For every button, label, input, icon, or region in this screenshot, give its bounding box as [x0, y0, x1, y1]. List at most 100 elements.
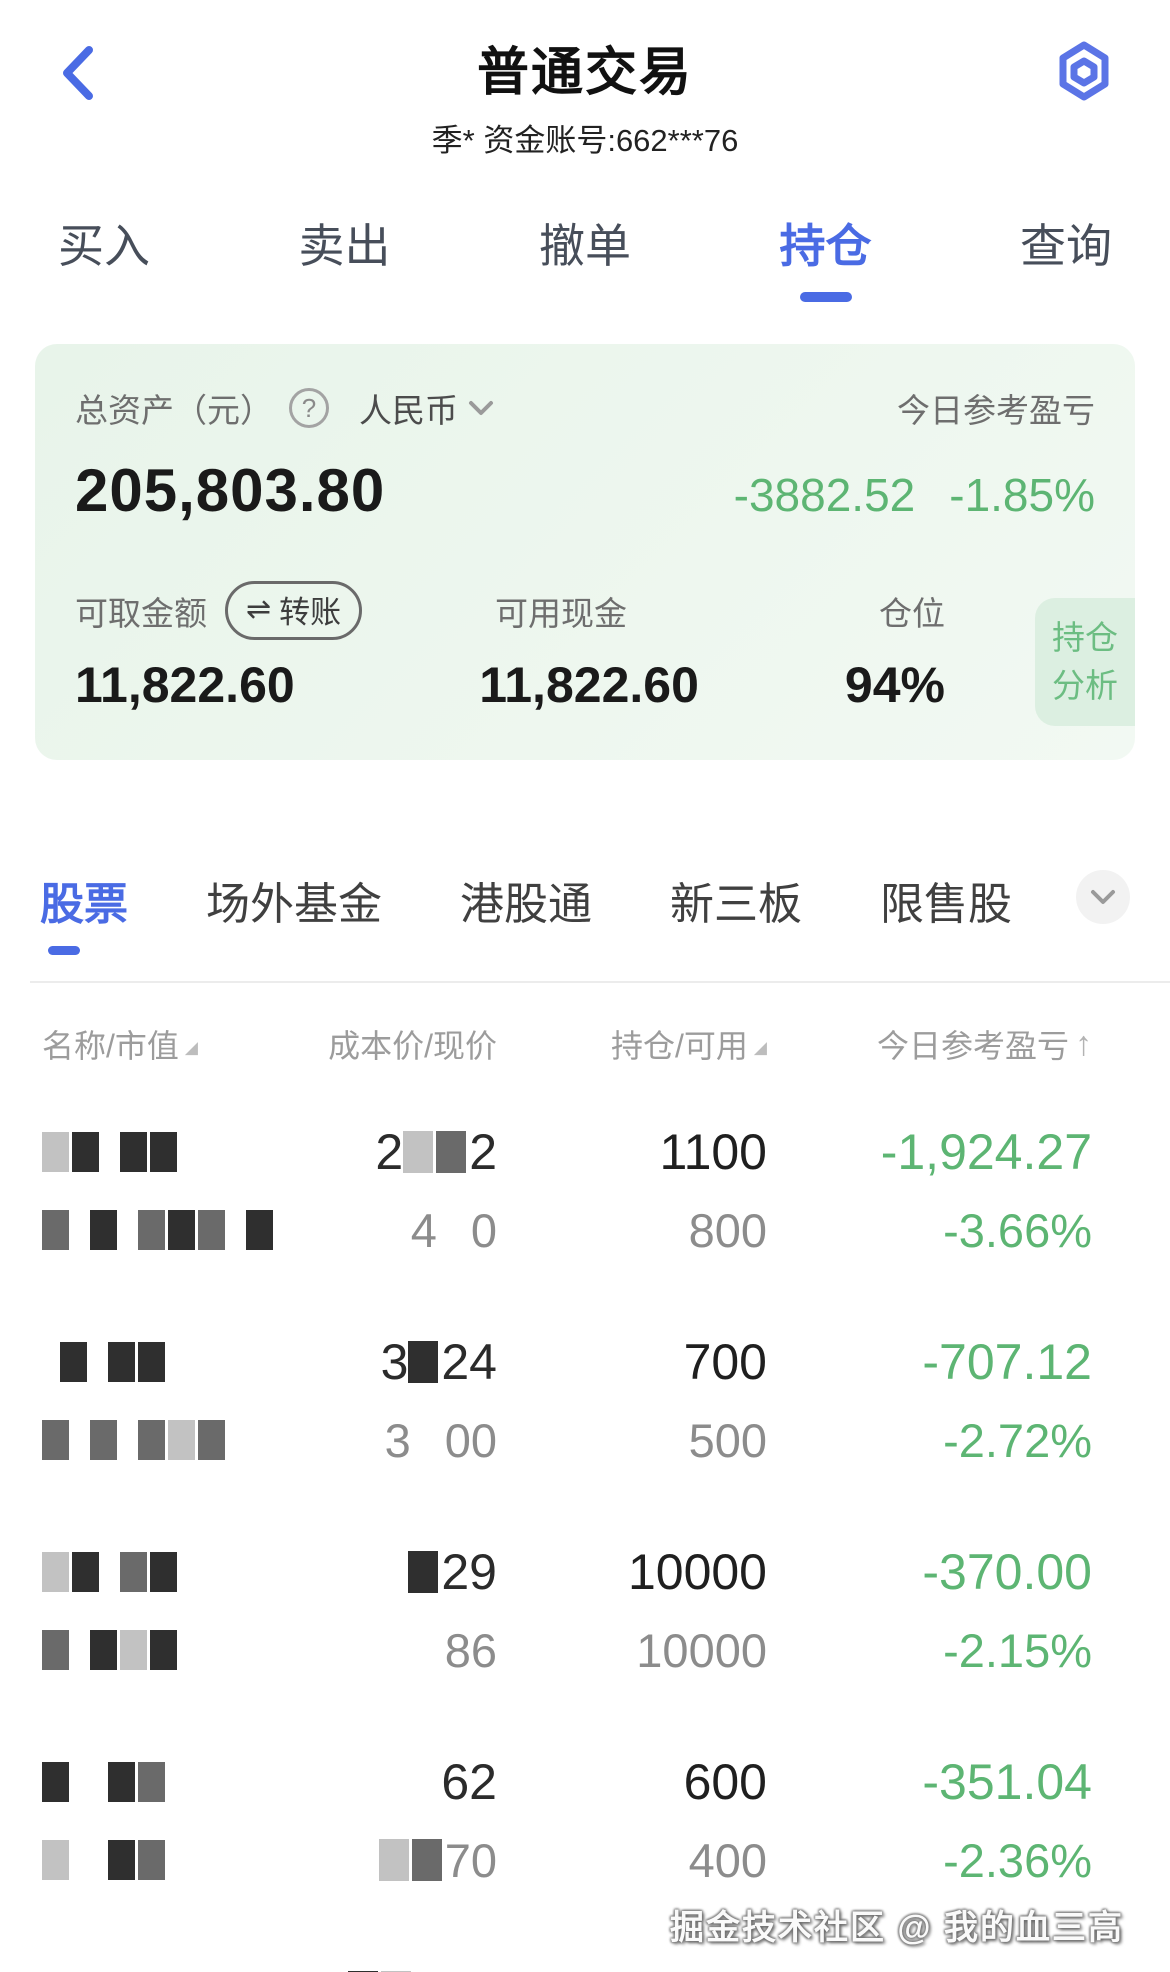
- main-tab-label: 撤单: [539, 220, 631, 272]
- redacted-mosaic: [42, 1840, 168, 1880]
- stock-name-cell: [42, 1963, 322, 1972]
- help-icon[interactable]: ?: [289, 388, 329, 428]
- position-available-cell: 600600: [497, 1963, 767, 1972]
- pnl-percent: -2.36%: [943, 1833, 1092, 1887]
- currency-selector[interactable]: 人民币: [359, 384, 494, 432]
- divider: [30, 981, 1170, 983]
- cost-price-cell: 3 24 3 00: [322, 1333, 497, 1515]
- redacted-mosaic: [42, 1132, 180, 1172]
- category-tab-label: 场外基金: [206, 880, 382, 929]
- active-category-underline: [678, 946, 710, 955]
- position-available-cell: 700 500: [497, 1333, 767, 1515]
- main-tab-1[interactable]: 卖出: [299, 210, 391, 302]
- holdings-list: 2 2 4 0 1100 800 -1,924.27 -3.66% 3 24 3 00 700 500 -7…: [0, 1095, 1170, 1972]
- main-tab-label: 持仓: [779, 220, 872, 272]
- withdrawable-value: 11,822.60: [75, 657, 295, 713]
- withdrawable-label: 可取金额: [75, 594, 207, 632]
- transfer-label: 转账: [279, 595, 342, 630]
- pnl-cell: -707.12 -2.72%: [767, 1333, 1092, 1515]
- main-tabs: 买入 卖出 撤单 持仓 查询: [0, 210, 1170, 302]
- sort-icon: ◢: [184, 1038, 198, 1057]
- column-header-1[interactable]: 成本价/现价: [322, 1021, 497, 1067]
- main-tab-3[interactable]: 持仓: [780, 210, 872, 302]
- cost-value-fragment: 29: [441, 1544, 497, 1600]
- category-tab-4[interactable]: 限售股: [880, 868, 1012, 955]
- active-tab-underline: [78, 292, 130, 302]
- more-categories-button[interactable]: [1076, 870, 1130, 924]
- redacted-mosaic: [378, 1839, 445, 1881]
- pnl-cell: -351.04 -2.36%: [767, 1753, 1092, 1935]
- cost-value-fragment: 24: [441, 1334, 497, 1390]
- watermark: 掘金技术社区 @ 我的血三高: [669, 1909, 1124, 1947]
- stock-name-cell: [42, 1543, 322, 1725]
- table-row[interactable]: 2 2 4 0 1100 800 -1,924.27 -3.66%: [0, 1095, 1170, 1305]
- transfer-icon: ⇌: [246, 593, 272, 626]
- category-tab-label: 股票: [40, 880, 128, 929]
- redacted-mosaic: [42, 1342, 168, 1382]
- category-tab-1[interactable]: 场外基金: [206, 868, 382, 955]
- category-tab-label: 港股通: [460, 880, 592, 929]
- account-subtitle: 季* 资金账号:662***76: [431, 123, 739, 158]
- cost-value-fragment: 70: [444, 1833, 497, 1887]
- back-icon[interactable]: [55, 42, 99, 104]
- settings-icon[interactable]: [1056, 40, 1112, 102]
- total-assets-label: 总资产（元）: [75, 392, 273, 429]
- column-header-label: 名称/市值: [42, 1028, 179, 1064]
- position-value: 94%: [844, 657, 945, 713]
- position-available-cell: 10000 10000: [497, 1543, 767, 1725]
- currency-label: 人民币: [359, 392, 458, 429]
- pnl-percent: -2.72%: [943, 1413, 1092, 1467]
- cash-label: 可用现金: [495, 594, 627, 632]
- position-qty: 1100: [659, 1124, 767, 1180]
- pnl-percent: -1.85%: [949, 469, 1095, 521]
- position-qty: 10000: [627, 1544, 767, 1600]
- category-tabs: 股票 场外基金 港股通 新三板 限售股: [0, 868, 1170, 955]
- main-tab-label: 买入: [58, 220, 150, 272]
- transfer-button[interactable]: ⇌ 转账: [225, 581, 363, 640]
- sort-icon: ◢: [753, 1038, 767, 1057]
- redacted-mosaic: [403, 1131, 469, 1173]
- category-tab-label: 新三板: [670, 880, 802, 929]
- pnl-amount: -351.04: [922, 1754, 1092, 1810]
- position-qty: 600: [684, 1963, 767, 1972]
- pnl-amount: -370.00: [922, 1544, 1092, 1600]
- cost-value-fragment: 86: [444, 1623, 497, 1677]
- cost-value-fragment: 2: [469, 1124, 497, 1180]
- main-tab-4[interactable]: 查询: [1020, 210, 1112, 302]
- cost-value-fragment: 3: [380, 1334, 409, 1390]
- table-row[interactable]: 3 24 3 00 700 500 -707.12 -2.72%: [0, 1305, 1170, 1515]
- category-tab-2[interactable]: 港股通: [460, 868, 592, 955]
- position-qty: 600: [683, 1754, 767, 1810]
- pnl-cell: -370.00 -2.15%: [767, 1543, 1092, 1725]
- column-header-3[interactable]: 今日参考盈亏 ↑: [767, 1021, 1092, 1067]
- table-row[interactable]: 29 86 10000 10000 -370.00 -2.15%: [0, 1515, 1170, 1725]
- table-row[interactable]: 62 70 600 400 -351.04 -2.36%: [0, 1725, 1170, 1935]
- main-tab-2[interactable]: 撤单: [539, 210, 631, 302]
- page-title: 普通交易: [476, 44, 693, 102]
- redacted-mosaic: [42, 1210, 276, 1250]
- category-tab-0[interactable]: 股票: [40, 868, 128, 955]
- available-qty: 800: [688, 1203, 767, 1257]
- active-tab-underline: [319, 292, 371, 302]
- cost-value-fragment: 0: [470, 1203, 497, 1257]
- pnl-amount: -252.00: [922, 1963, 1092, 1972]
- available-qty: 10000: [636, 1623, 767, 1677]
- redacted-mosaic: [42, 1420, 228, 1460]
- redacted-mosaic: [42, 1630, 180, 1670]
- main-tab-0[interactable]: 买入: [58, 210, 150, 302]
- pnl-percent: -3.66%: [943, 1203, 1092, 1257]
- cash-value: 11,822.60: [479, 657, 699, 713]
- column-header-2[interactable]: 持仓/可用 ◢: [497, 1021, 767, 1067]
- active-tab-underline: [799, 292, 852, 302]
- redacted-mosaic: [408, 1341, 441, 1383]
- position-analysis-badge[interactable]: 持仓 分析: [1035, 598, 1135, 726]
- available-qty: 500: [688, 1413, 767, 1467]
- pnl-cell: -1,924.27 -3.66%: [767, 1123, 1092, 1305]
- redacted-mosaic: [408, 1551, 441, 1593]
- category-tab-3[interactable]: 新三板: [670, 868, 802, 955]
- cost-price-cell: 29 86: [322, 1543, 497, 1725]
- pnl-amount: -707.12: [922, 1334, 1092, 1390]
- column-header-0[interactable]: 名称/市值 ◢: [42, 1021, 322, 1067]
- app-header: 普通交易 季* 资金账号:662***76: [0, 0, 1170, 160]
